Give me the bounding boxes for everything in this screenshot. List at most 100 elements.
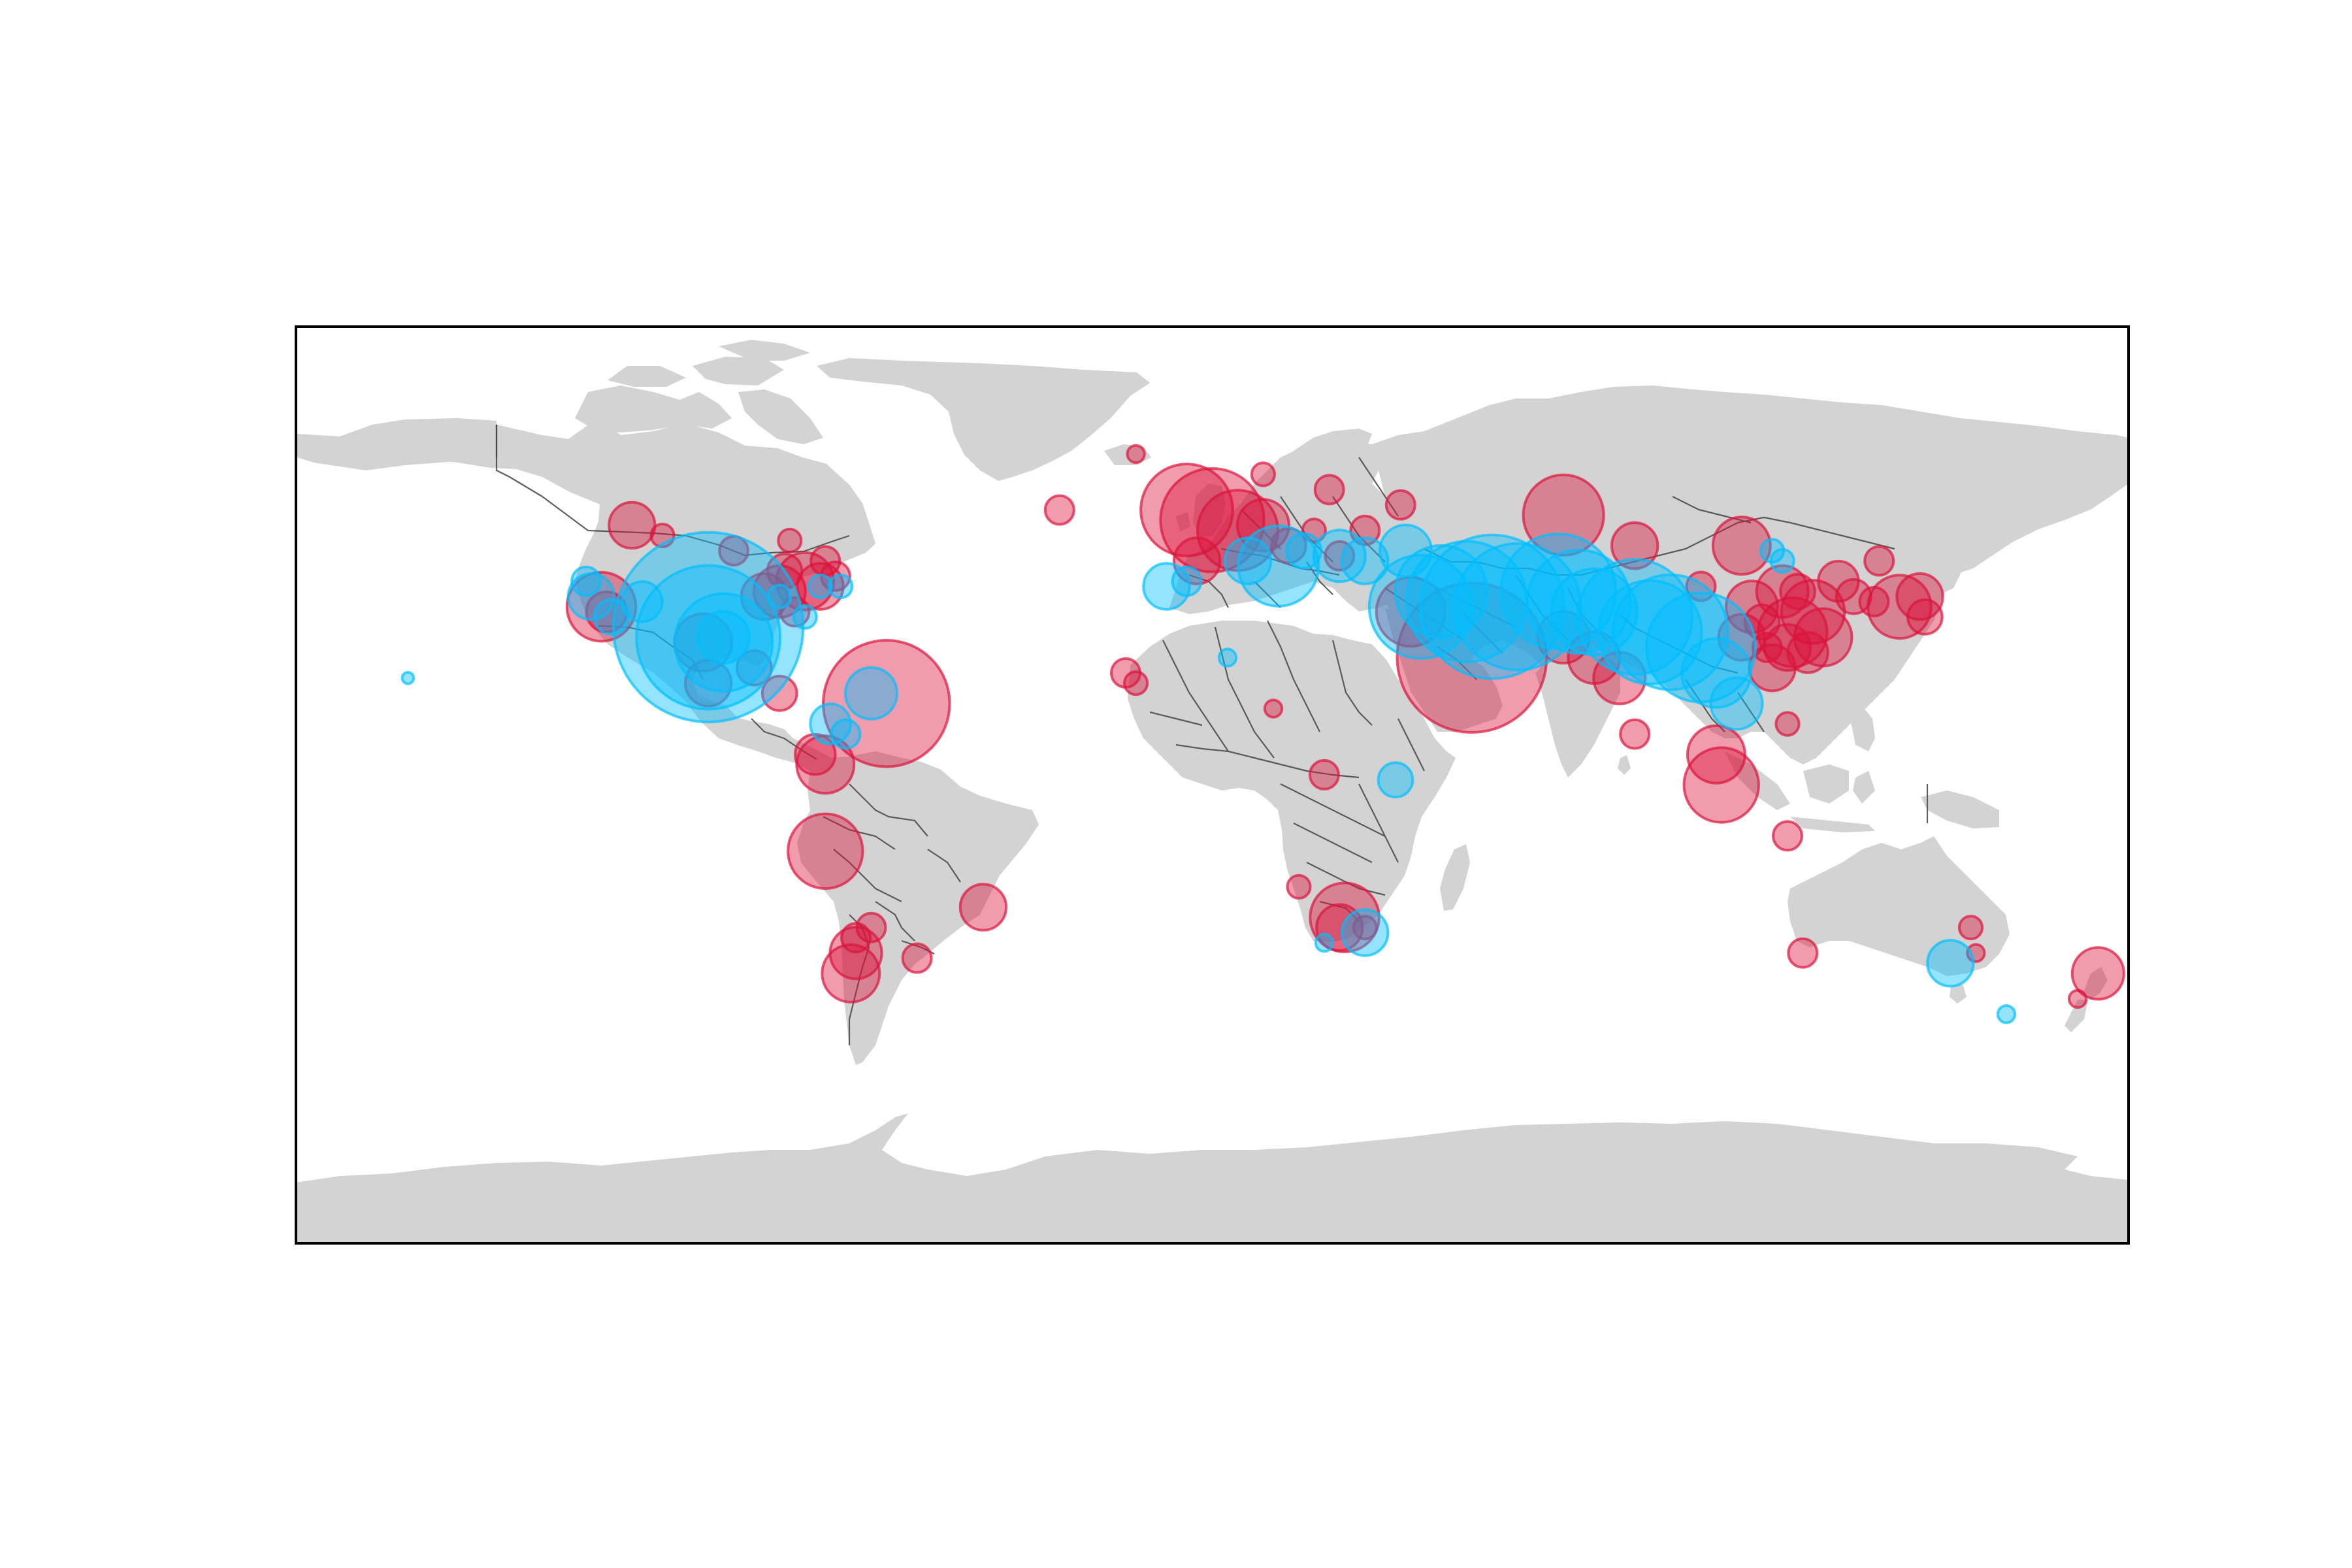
landmass-africa (1128, 621, 1456, 942)
country-borders (495, 425, 1929, 1045)
bubble-point (1223, 536, 1273, 585)
bubble-point (1926, 939, 1975, 988)
bubble-point (1142, 562, 1191, 611)
bubble-point (2067, 988, 2088, 1009)
bubble-point (1286, 874, 1312, 900)
bubble-point (1126, 444, 1146, 465)
bubble-point (593, 598, 630, 636)
bubble-point (565, 570, 638, 643)
bubble-point (570, 565, 602, 597)
bubble-point (787, 812, 864, 890)
bubble-point (1709, 676, 1764, 731)
bubble-point (1549, 567, 1639, 657)
bubble-point (1772, 820, 1803, 852)
map-frame (295, 325, 2130, 1245)
landmass-alaska (297, 418, 497, 470)
bubble-point (1341, 536, 1390, 585)
bubble-point (1352, 915, 1378, 941)
bubble-point (1043, 494, 1075, 526)
bubble-point (1996, 1004, 2017, 1024)
bubble-point (1597, 579, 1703, 685)
bubble-point (1957, 915, 1984, 941)
bubble-point (400, 671, 416, 685)
bubble-point (608, 500, 657, 550)
bubble-point (1592, 651, 1647, 706)
bubble-point (1755, 564, 1810, 619)
bubble-layer (400, 444, 2125, 1024)
bubble-point (1217, 647, 1238, 668)
borders-asia (1424, 496, 1895, 732)
landmass-north-america (297, 418, 875, 788)
landmass-madagascar (1440, 844, 1470, 911)
bubble-point (1123, 670, 1149, 696)
bubble-point (1313, 474, 1345, 506)
bubble-point (1863, 545, 1895, 577)
landmass-sri-lanka (1618, 755, 1631, 775)
bubble-point (1285, 532, 1323, 570)
border-us-mexico (597, 625, 704, 680)
bubble-point (821, 943, 881, 1004)
bubble-point (855, 911, 887, 943)
borders-south-america (823, 783, 961, 1045)
bubble-point (1610, 521, 1659, 570)
borders-middle-east (1384, 574, 1516, 680)
landmass-tasmania (1950, 984, 1967, 1004)
landmass-maritime-asia (1725, 706, 1999, 832)
bubble-point (1858, 585, 1890, 617)
bubble-point (807, 573, 834, 600)
bubble-point (2070, 946, 2125, 1001)
bubble-point (843, 666, 899, 721)
bubble-point (1769, 547, 1795, 574)
bubble-point (1250, 461, 1277, 487)
border-central-america (751, 718, 817, 760)
bubble-point (735, 649, 773, 687)
landmass-scandinavia (1261, 429, 1372, 512)
bubble-point (1711, 515, 1772, 576)
bubble-point (1835, 578, 1872, 615)
bubble-point (1263, 698, 1284, 719)
bubble-point (1139, 463, 1234, 557)
bubble-point (830, 718, 862, 750)
bubble-point (1301, 517, 1327, 544)
bubble-point (840, 922, 872, 954)
landmass-antarctica (296, 1113, 2129, 1243)
landmass-japan (1908, 542, 1967, 608)
bubble-series-2 (400, 523, 2017, 1024)
bubble-point (1419, 533, 1565, 680)
bubble-point (1895, 572, 1944, 621)
bubble-point (1787, 937, 1819, 969)
bubble-point (1774, 711, 1801, 737)
bubble-point (1680, 637, 1752, 709)
bubble-point (1315, 903, 1364, 952)
bubble-point (1367, 553, 1475, 660)
landmass-arabia-india (1385, 608, 1620, 777)
bubble-point (1159, 467, 1266, 574)
bubble-point (1308, 759, 1340, 791)
bubble-point (1619, 718, 1651, 750)
bubble-point (809, 702, 852, 745)
bubble-point (673, 592, 774, 693)
bubble-point (1644, 591, 1757, 704)
bubble-point (901, 942, 933, 974)
bubble-point (766, 583, 792, 610)
bubble-point (1394, 544, 1489, 639)
bubble-point (1611, 573, 1729, 691)
bubble-point (1384, 489, 1416, 521)
bubble-point (1686, 724, 1746, 785)
bubble-point (760, 674, 798, 712)
bubble-point (1314, 932, 1335, 953)
bubble-point (1379, 523, 1433, 578)
bubble-point (635, 564, 782, 711)
bubble-point (958, 883, 1008, 932)
bubble-point (828, 573, 854, 600)
border-us-canada (495, 425, 850, 557)
bubble-point (1786, 631, 1829, 674)
bubble-point (696, 610, 751, 665)
bubble-point (566, 572, 616, 621)
bubble-point (1906, 598, 1944, 636)
bubble-point (1237, 524, 1320, 608)
bubble-point (1377, 761, 1414, 799)
landmass-greenland (817, 358, 1150, 481)
bubble-point (683, 659, 733, 708)
